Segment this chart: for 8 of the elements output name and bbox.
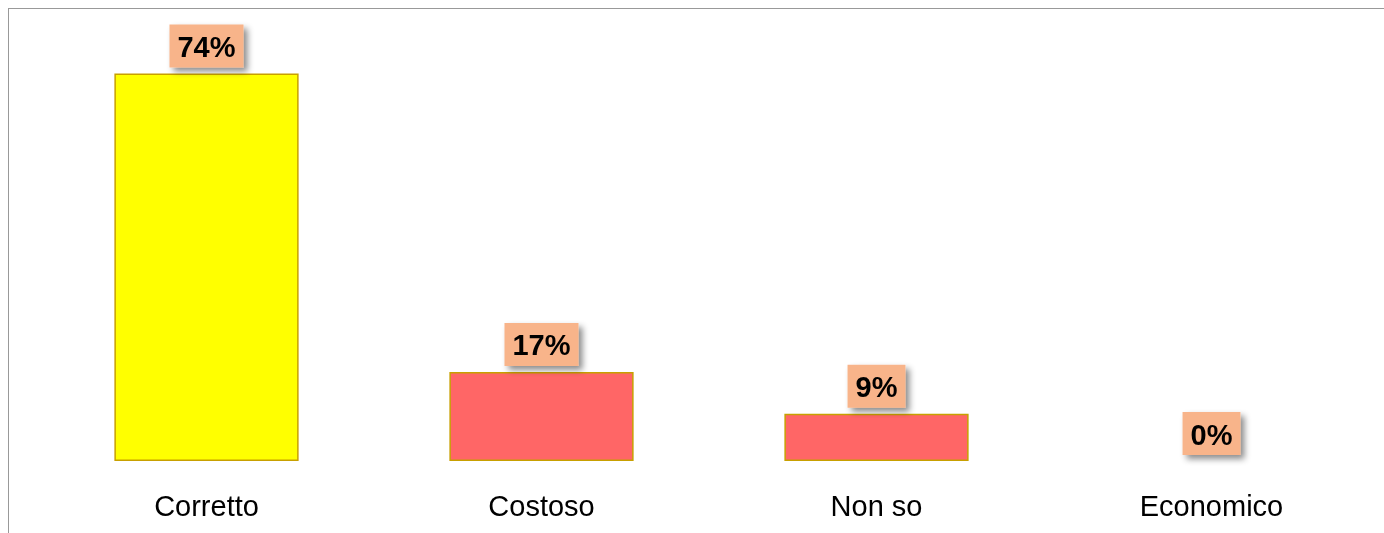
x-tick-label: Corretto [154,489,259,522]
data-label: 0% [1190,418,1233,451]
data-label: 17% [512,329,571,362]
x-tick-label: Costoso [488,489,595,522]
data-label: 74% [177,30,236,63]
x-tick-label: Non so [830,489,923,522]
data-label: 9% [855,371,898,404]
x-tick-label: Economico [1139,489,1284,522]
